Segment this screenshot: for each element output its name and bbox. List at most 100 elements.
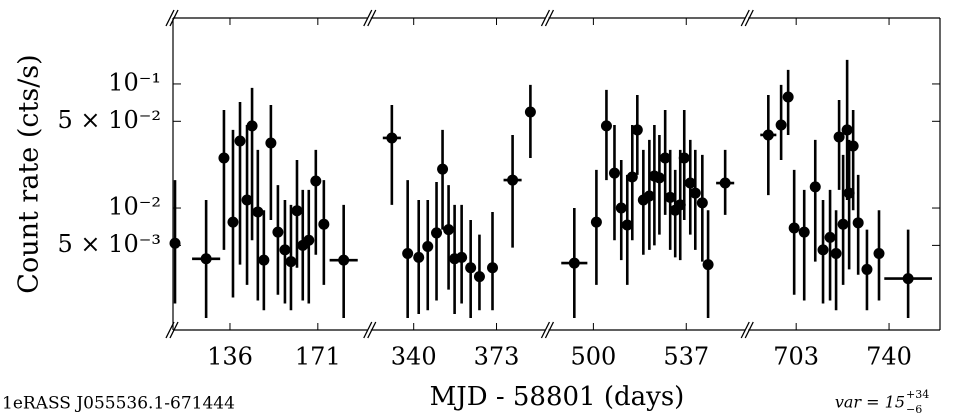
- data-point: [762, 129, 774, 141]
- data-point: [809, 181, 821, 193]
- axis-break: [740, 9, 750, 27]
- data-point: [303, 234, 315, 246]
- axis-break: [540, 9, 551, 27]
- data-point: [227, 216, 239, 228]
- data-point: [902, 273, 914, 285]
- y-tick-label: 10⁻²: [108, 193, 161, 221]
- data-point: [473, 271, 485, 283]
- data-point: [830, 248, 842, 260]
- data-point: [847, 140, 859, 152]
- data-point: [824, 231, 836, 243]
- data-point: [702, 259, 714, 271]
- data-point: [443, 224, 455, 236]
- data-point: [615, 202, 627, 214]
- data-point: [626, 171, 638, 183]
- data-point: [265, 137, 277, 149]
- data-point: [465, 262, 477, 274]
- x-axis-label: MJD - 58801 (days): [430, 382, 685, 412]
- data-point: [788, 222, 800, 234]
- data-point: [631, 124, 643, 136]
- var-upper: +34: [906, 388, 929, 401]
- data-point: [524, 106, 536, 118]
- axis-break: [744, 9, 754, 27]
- data-point: [837, 218, 849, 230]
- data-point: [696, 197, 708, 209]
- axis-break: [363, 9, 373, 27]
- y-tick-label: 5 × 10⁻³: [58, 230, 161, 258]
- axis-break: [363, 321, 373, 339]
- y-axis-label: Count rate (cts/s): [14, 54, 45, 293]
- data-point: [608, 167, 620, 179]
- data-point: [402, 248, 414, 260]
- data-point: [285, 256, 297, 268]
- data-point: [684, 177, 696, 189]
- data-point: [507, 174, 519, 186]
- var-label: var = 15 +34 −6: [835, 388, 929, 416]
- x-tick-label: 373: [474, 343, 520, 371]
- data-point: [643, 190, 655, 202]
- x-tick-label: 500: [570, 343, 616, 371]
- data-point: [386, 132, 398, 144]
- data-point: [861, 263, 873, 275]
- source-label: 1eRASS J055536.1-671444: [2, 394, 235, 414]
- data-point: [422, 240, 434, 252]
- data-point: [600, 120, 612, 132]
- data-point: [413, 251, 425, 263]
- data-point: [246, 120, 258, 132]
- x-tick-label: 703: [773, 343, 819, 371]
- data-point: [621, 219, 633, 231]
- x-tick-label: 171: [295, 343, 341, 371]
- axis-break: [744, 321, 754, 339]
- data-point: [689, 187, 701, 199]
- data-point: [782, 91, 794, 103]
- data-point: [218, 152, 230, 164]
- data-point: [437, 163, 449, 175]
- data-point: [568, 257, 580, 269]
- data-point: [775, 119, 787, 131]
- data-point: [719, 177, 731, 189]
- data-point: [338, 254, 350, 266]
- axis-break: [544, 9, 555, 27]
- data-point: [279, 244, 291, 256]
- data-point: [659, 152, 671, 164]
- data-point: [833, 131, 845, 143]
- axis-break: [740, 321, 750, 339]
- data-point: [291, 205, 303, 217]
- data-point: [678, 152, 690, 164]
- data-point: [431, 227, 443, 239]
- data-point: [841, 124, 853, 136]
- data-point: [234, 135, 246, 147]
- data-point: [310, 175, 322, 187]
- y-tick-label: 5 × 10⁻²: [58, 106, 161, 134]
- axis-break: [367, 9, 377, 27]
- var-text: var = 15: [835, 393, 905, 412]
- axis-break: [544, 321, 555, 339]
- data-point: [241, 194, 253, 206]
- data-point: [318, 218, 330, 230]
- var-lower: −6: [906, 403, 922, 416]
- y-tick-label: 10⁻¹: [108, 68, 161, 96]
- data-point: [817, 244, 829, 256]
- data-point: [798, 226, 810, 238]
- data-point: [258, 254, 270, 266]
- data-point: [852, 217, 864, 229]
- axis-break: [169, 9, 179, 27]
- data-point: [590, 216, 602, 228]
- x-tick-label: 136: [207, 343, 253, 371]
- data-point: [873, 248, 885, 260]
- axis-break: [169, 321, 179, 339]
- x-tick-label: 340: [391, 343, 437, 371]
- x-tick-label: 740: [866, 343, 912, 371]
- data-point: [169, 237, 181, 249]
- data-point: [200, 253, 212, 265]
- axis-break: [367, 321, 377, 339]
- data-point: [252, 206, 264, 218]
- x-tick-label: 537: [663, 343, 709, 371]
- data-point: [664, 191, 676, 203]
- axis-break: [165, 9, 175, 27]
- data-point: [487, 262, 499, 274]
- axis-break: [540, 321, 551, 339]
- data-point: [653, 172, 665, 184]
- data-point: [456, 251, 468, 263]
